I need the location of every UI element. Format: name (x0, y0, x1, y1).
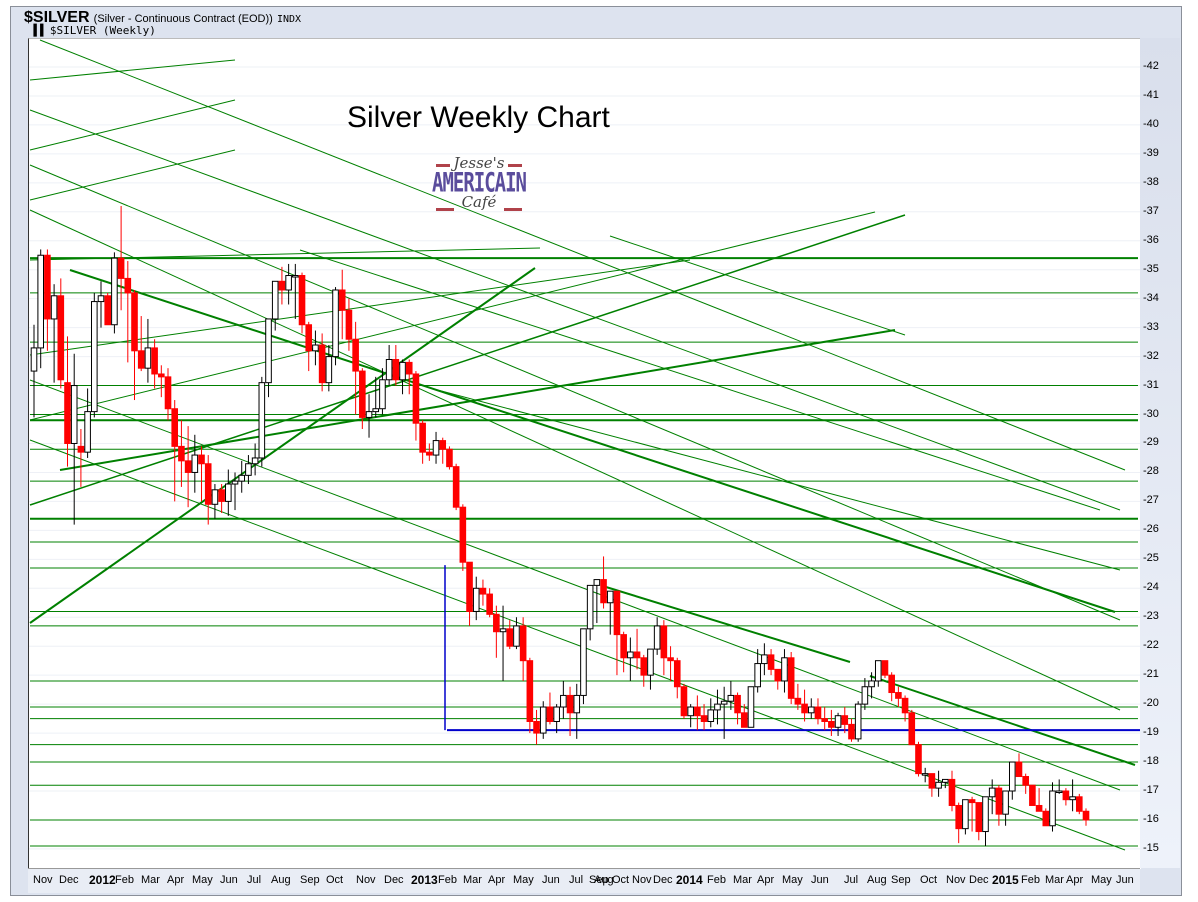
date-tick: May (1091, 874, 1112, 886)
price-tick: -36 (1143, 233, 1159, 246)
price-tick: -26 (1143, 523, 1159, 536)
symbol-description: (Silver - Continuous Contract (EOD)) (93, 13, 273, 25)
price-tick: -37 (1143, 204, 1159, 217)
price-tick: -21 (1143, 668, 1159, 681)
price-tick: -28 (1143, 465, 1159, 478)
exchange-label: INDX (276, 14, 302, 25)
series-legend: ▐▐ $SILVER (Weekly) (30, 24, 156, 37)
chart-header: $SILVER (Silver - Continuous Contract (E… (24, 9, 301, 27)
price-tick: -31 (1143, 378, 1159, 391)
date-tick: Oct (920, 874, 938, 886)
price-tick: -40 (1143, 117, 1159, 130)
price-tick: -17 (1143, 784, 1159, 796)
date-tick: Feb (707, 874, 726, 886)
price-tick: -20 (1143, 697, 1159, 710)
date-tick: 2012 (89, 873, 116, 887)
price-tick: -33 (1143, 320, 1159, 333)
date-tick: Dec (59, 874, 79, 886)
date-tick: 2015 (992, 873, 1019, 887)
price-tick: -19 (1143, 726, 1159, 739)
date-tick: Nov (946, 874, 966, 886)
date-tick: Mar (463, 874, 482, 886)
price-tick: -32 (1143, 349, 1159, 362)
price-tick: -39 (1143, 146, 1159, 159)
date-tick: Aug (867, 874, 887, 886)
date-tick: Jun (220, 874, 238, 886)
symbol: $SILVER (24, 9, 90, 26)
date-tick: Apr (1066, 874, 1084, 886)
price-tick: -27 (1143, 494, 1159, 507)
date-tick: Jun (1116, 874, 1134, 886)
price-tick: -22 (1143, 639, 1159, 652)
price-tick: -23 (1143, 610, 1159, 623)
date-tick: Jul (247, 874, 262, 886)
date-tick: Feb (438, 874, 457, 886)
series-label: $SILVER (Weekly) (49, 24, 156, 37)
date-tick: Jul (569, 874, 584, 886)
price-tick: -15 (1143, 841, 1159, 854)
date-tick: Nov (356, 874, 376, 886)
price-tick: -34 (1143, 291, 1159, 304)
logo-line3: Café (461, 193, 497, 211)
price-tick: -35 (1143, 262, 1159, 275)
date-tick: Mar (733, 874, 752, 886)
date-tick: Apr (488, 874, 506, 886)
price-tick: -29 (1143, 436, 1159, 449)
date-tick: Aug (271, 874, 291, 886)
date-tick: May (192, 874, 213, 886)
date-tick: 2014 (676, 873, 703, 887)
chart-title: Silver Weekly Chart (347, 101, 610, 134)
date-tick: Jun (542, 874, 560, 886)
cafe-logo: Jesse's AMERICAIN Café (432, 154, 527, 222)
date-tick: Nov (632, 874, 652, 886)
date-tick: Jul (844, 874, 859, 886)
candlestick-icon: ▐▐ (30, 24, 44, 37)
date-tick: May (782, 874, 803, 886)
price-tick: -42 (1143, 60, 1159, 72)
price-tick: -24 (1143, 581, 1159, 594)
price-tick: -30 (1143, 407, 1159, 420)
logo-line2: AMERICAIN (432, 167, 527, 199)
date-tick: Oct (612, 874, 630, 886)
date-tick: Dec (653, 874, 673, 886)
price-tick: -25 (1143, 552, 1159, 565)
price-tick: -16 (1143, 812, 1159, 825)
date-tick: Oct (326, 874, 344, 886)
date-tick: Apr (167, 874, 185, 886)
date-tick: Sep (589, 874, 609, 886)
date-tick: Jun (811, 874, 829, 886)
date-tick: May (513, 874, 534, 886)
logo-line1: Jesse's (453, 154, 505, 172)
date-tick: Nov (33, 874, 53, 886)
price-tick: -38 (1143, 175, 1159, 188)
price-tick: -41 (1143, 88, 1159, 101)
price-axis (1140, 38, 1180, 868)
date-tick: 2013 (411, 873, 438, 887)
date-tick: Apr (757, 874, 775, 886)
date-tick: Dec (969, 874, 989, 886)
price-tick: -18 (1143, 755, 1159, 768)
date-tick: Dec (384, 874, 404, 886)
date-tick: Aug (594, 874, 614, 886)
date-tick: Mar (1045, 874, 1064, 886)
date-tick: Sep (891, 874, 911, 886)
date-tick: Feb (1021, 874, 1040, 886)
date-tick: Sep (300, 874, 320, 886)
date-axis (28, 868, 1140, 893)
date-tick: Mar (141, 874, 160, 886)
date-tick: Feb (115, 874, 134, 886)
